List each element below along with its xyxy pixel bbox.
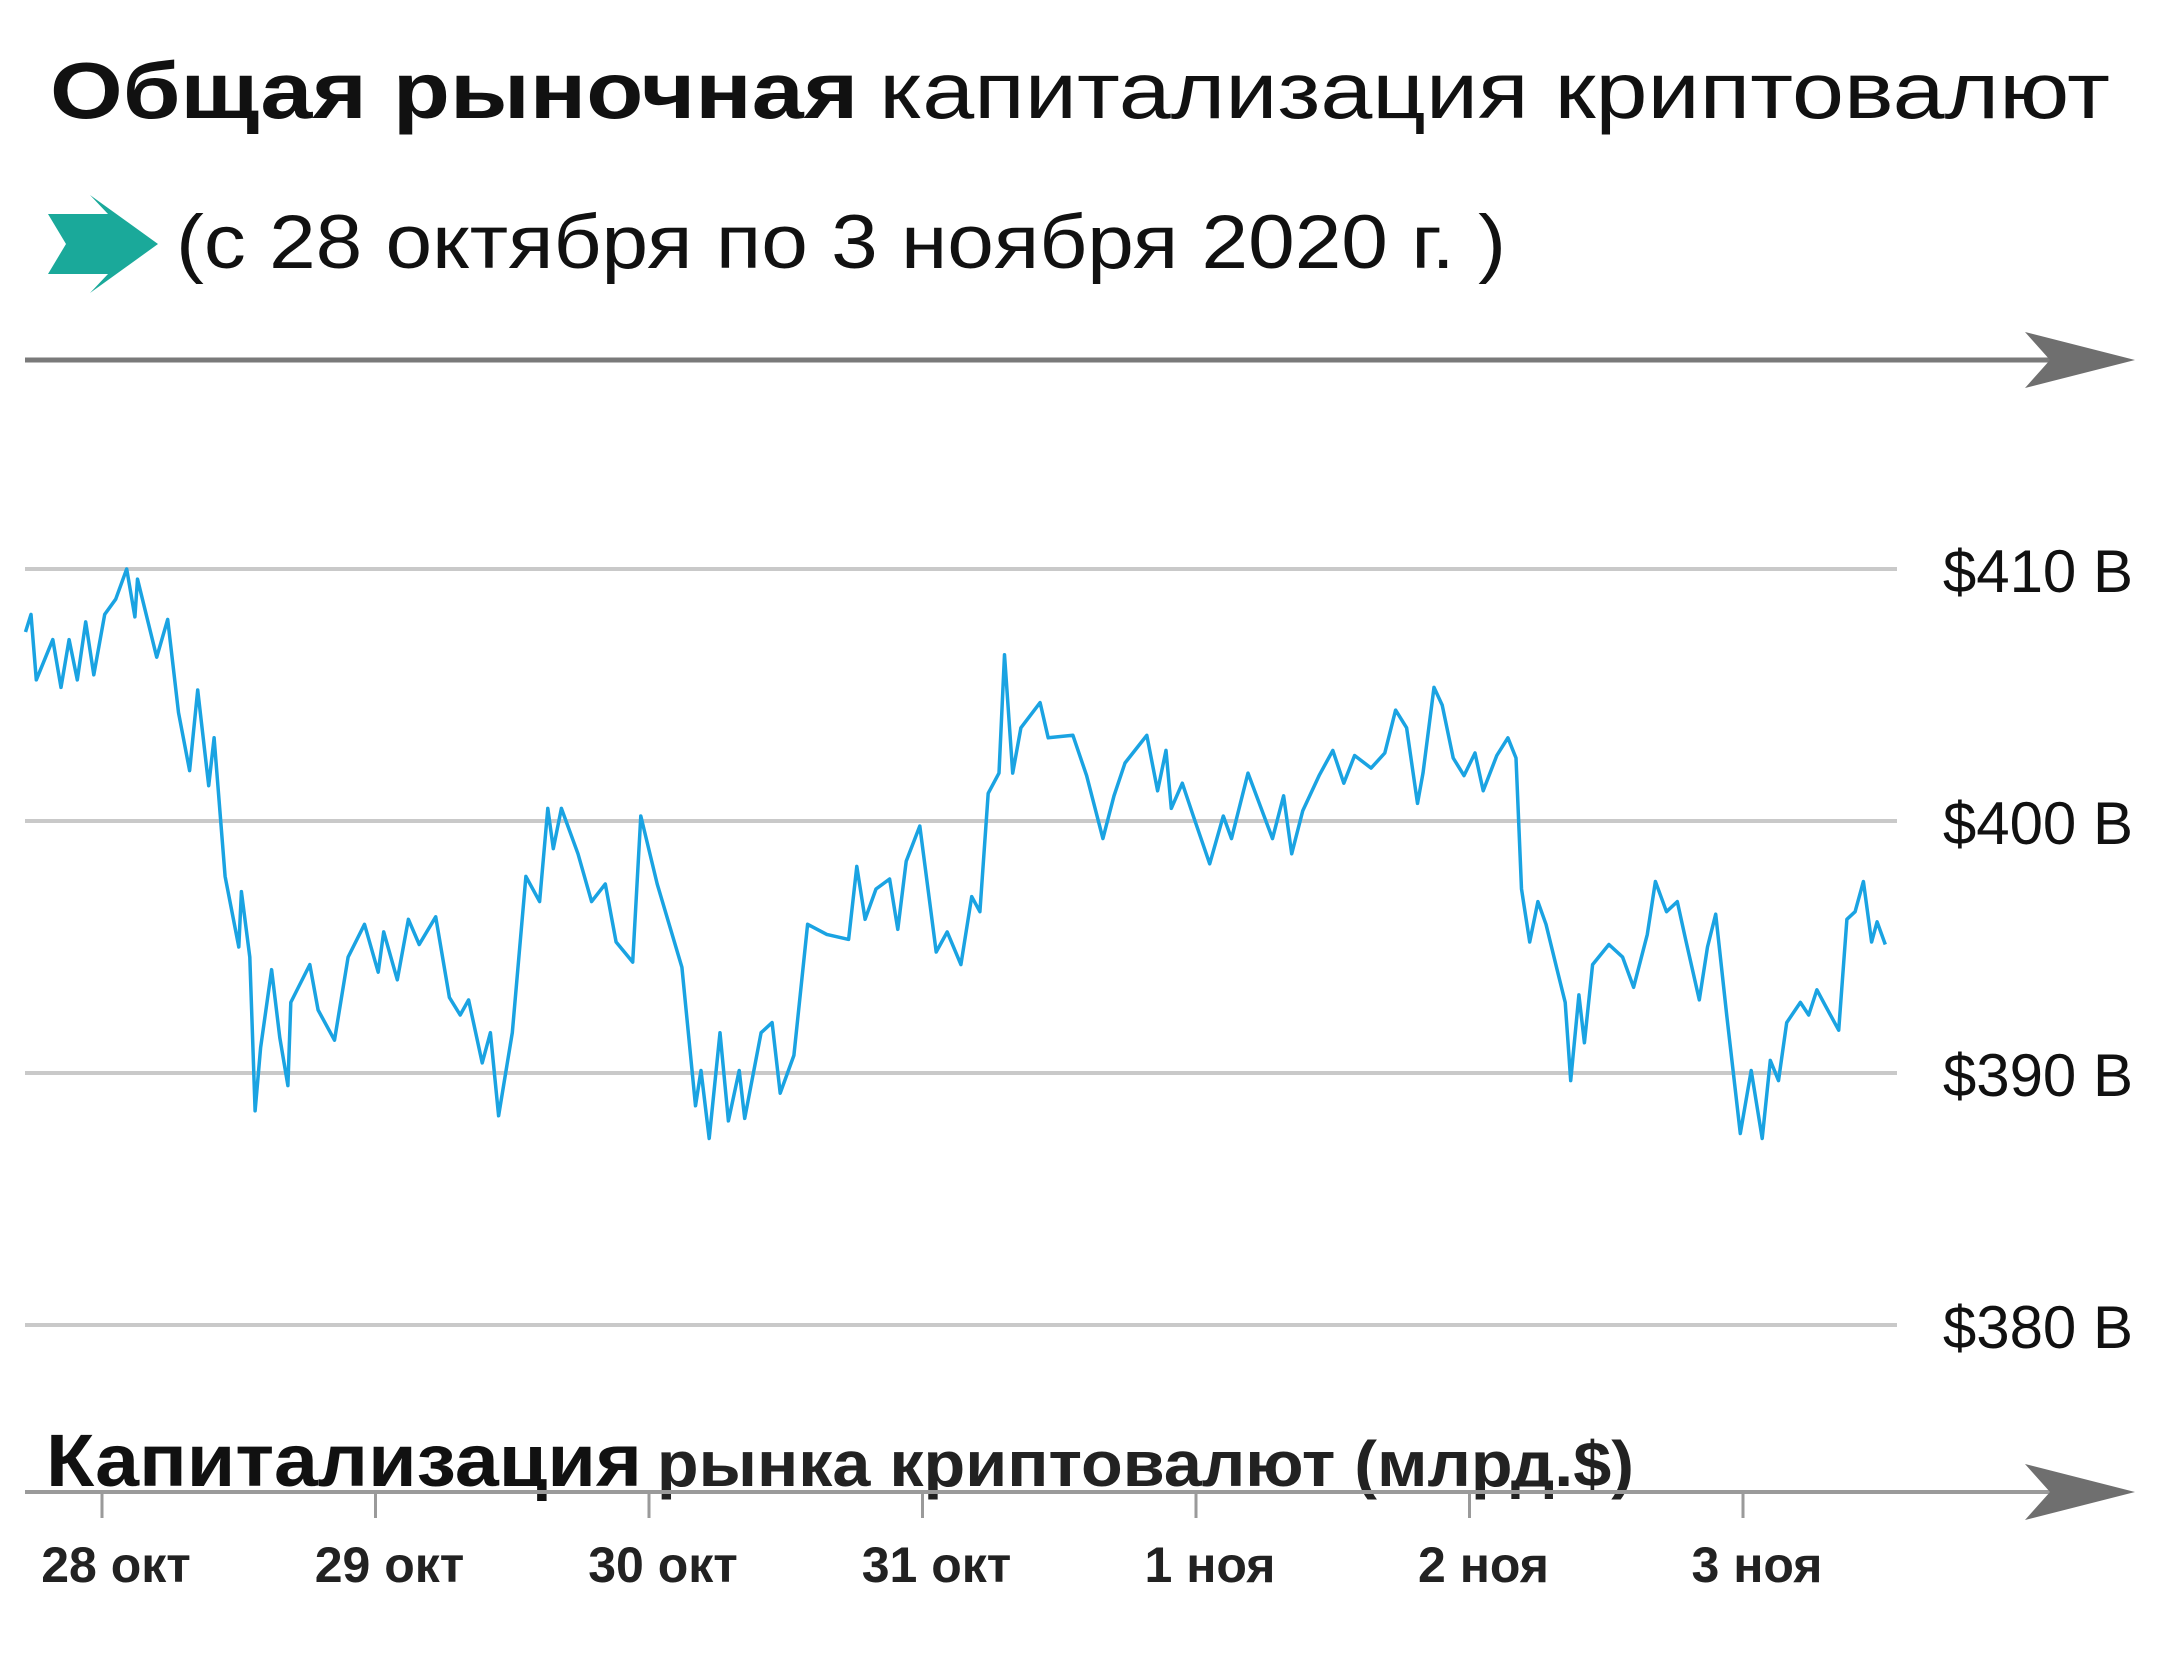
axis-title-rest: рынка криптовалют (млрд.$) <box>657 1428 1634 1500</box>
x-tick-label: 28 окт <box>41 1537 191 1593</box>
x-tick-label: 31 окт <box>862 1537 1012 1593</box>
gridlines <box>25 567 1897 1327</box>
chart-subtitle: (с 28 октября по 3 ноября 2020 г. ) <box>176 200 1506 285</box>
top-axis-arrow <box>25 332 2135 388</box>
market-cap-line <box>23 567 1887 1141</box>
x-tick-label: 30 окт <box>588 1537 738 1593</box>
axis-title-bold: Капитализация <box>46 1419 642 1502</box>
axis-title: Капитализация рынка криптовалют (млрд.$) <box>46 1419 1634 1502</box>
chart-title: Общая рыночная капитализация криптовалют <box>50 46 2110 135</box>
x-tick-label: 2 ноя <box>1418 1537 1549 1593</box>
x-axis-arrow <box>25 1464 2135 1520</box>
y-tick-label: $380 B <box>1943 1294 2133 1361</box>
title-bold: Общая рыночная <box>50 46 858 135</box>
y-axis-labels: $410 B $400 B $390 B $380 B <box>1943 538 2133 1361</box>
y-tick-label: $410 B <box>1943 538 2133 605</box>
x-tick-label: 29 окт <box>315 1537 465 1593</box>
y-tick-label: $400 B <box>1943 790 2133 857</box>
x-tick-label: 3 ноя <box>1692 1537 1823 1593</box>
y-tick-label: $390 B <box>1943 1042 2133 1109</box>
x-tick-label: 1 ноя <box>1145 1537 1276 1593</box>
teal-arrow-icon <box>48 195 158 293</box>
title-regular: капитализация криптовалют <box>879 46 2110 135</box>
x-axis-ticks: 28 окт 29 окт 30 окт 31 окт 1 ноя 2 ноя 3 ноя <box>41 1492 1822 1593</box>
